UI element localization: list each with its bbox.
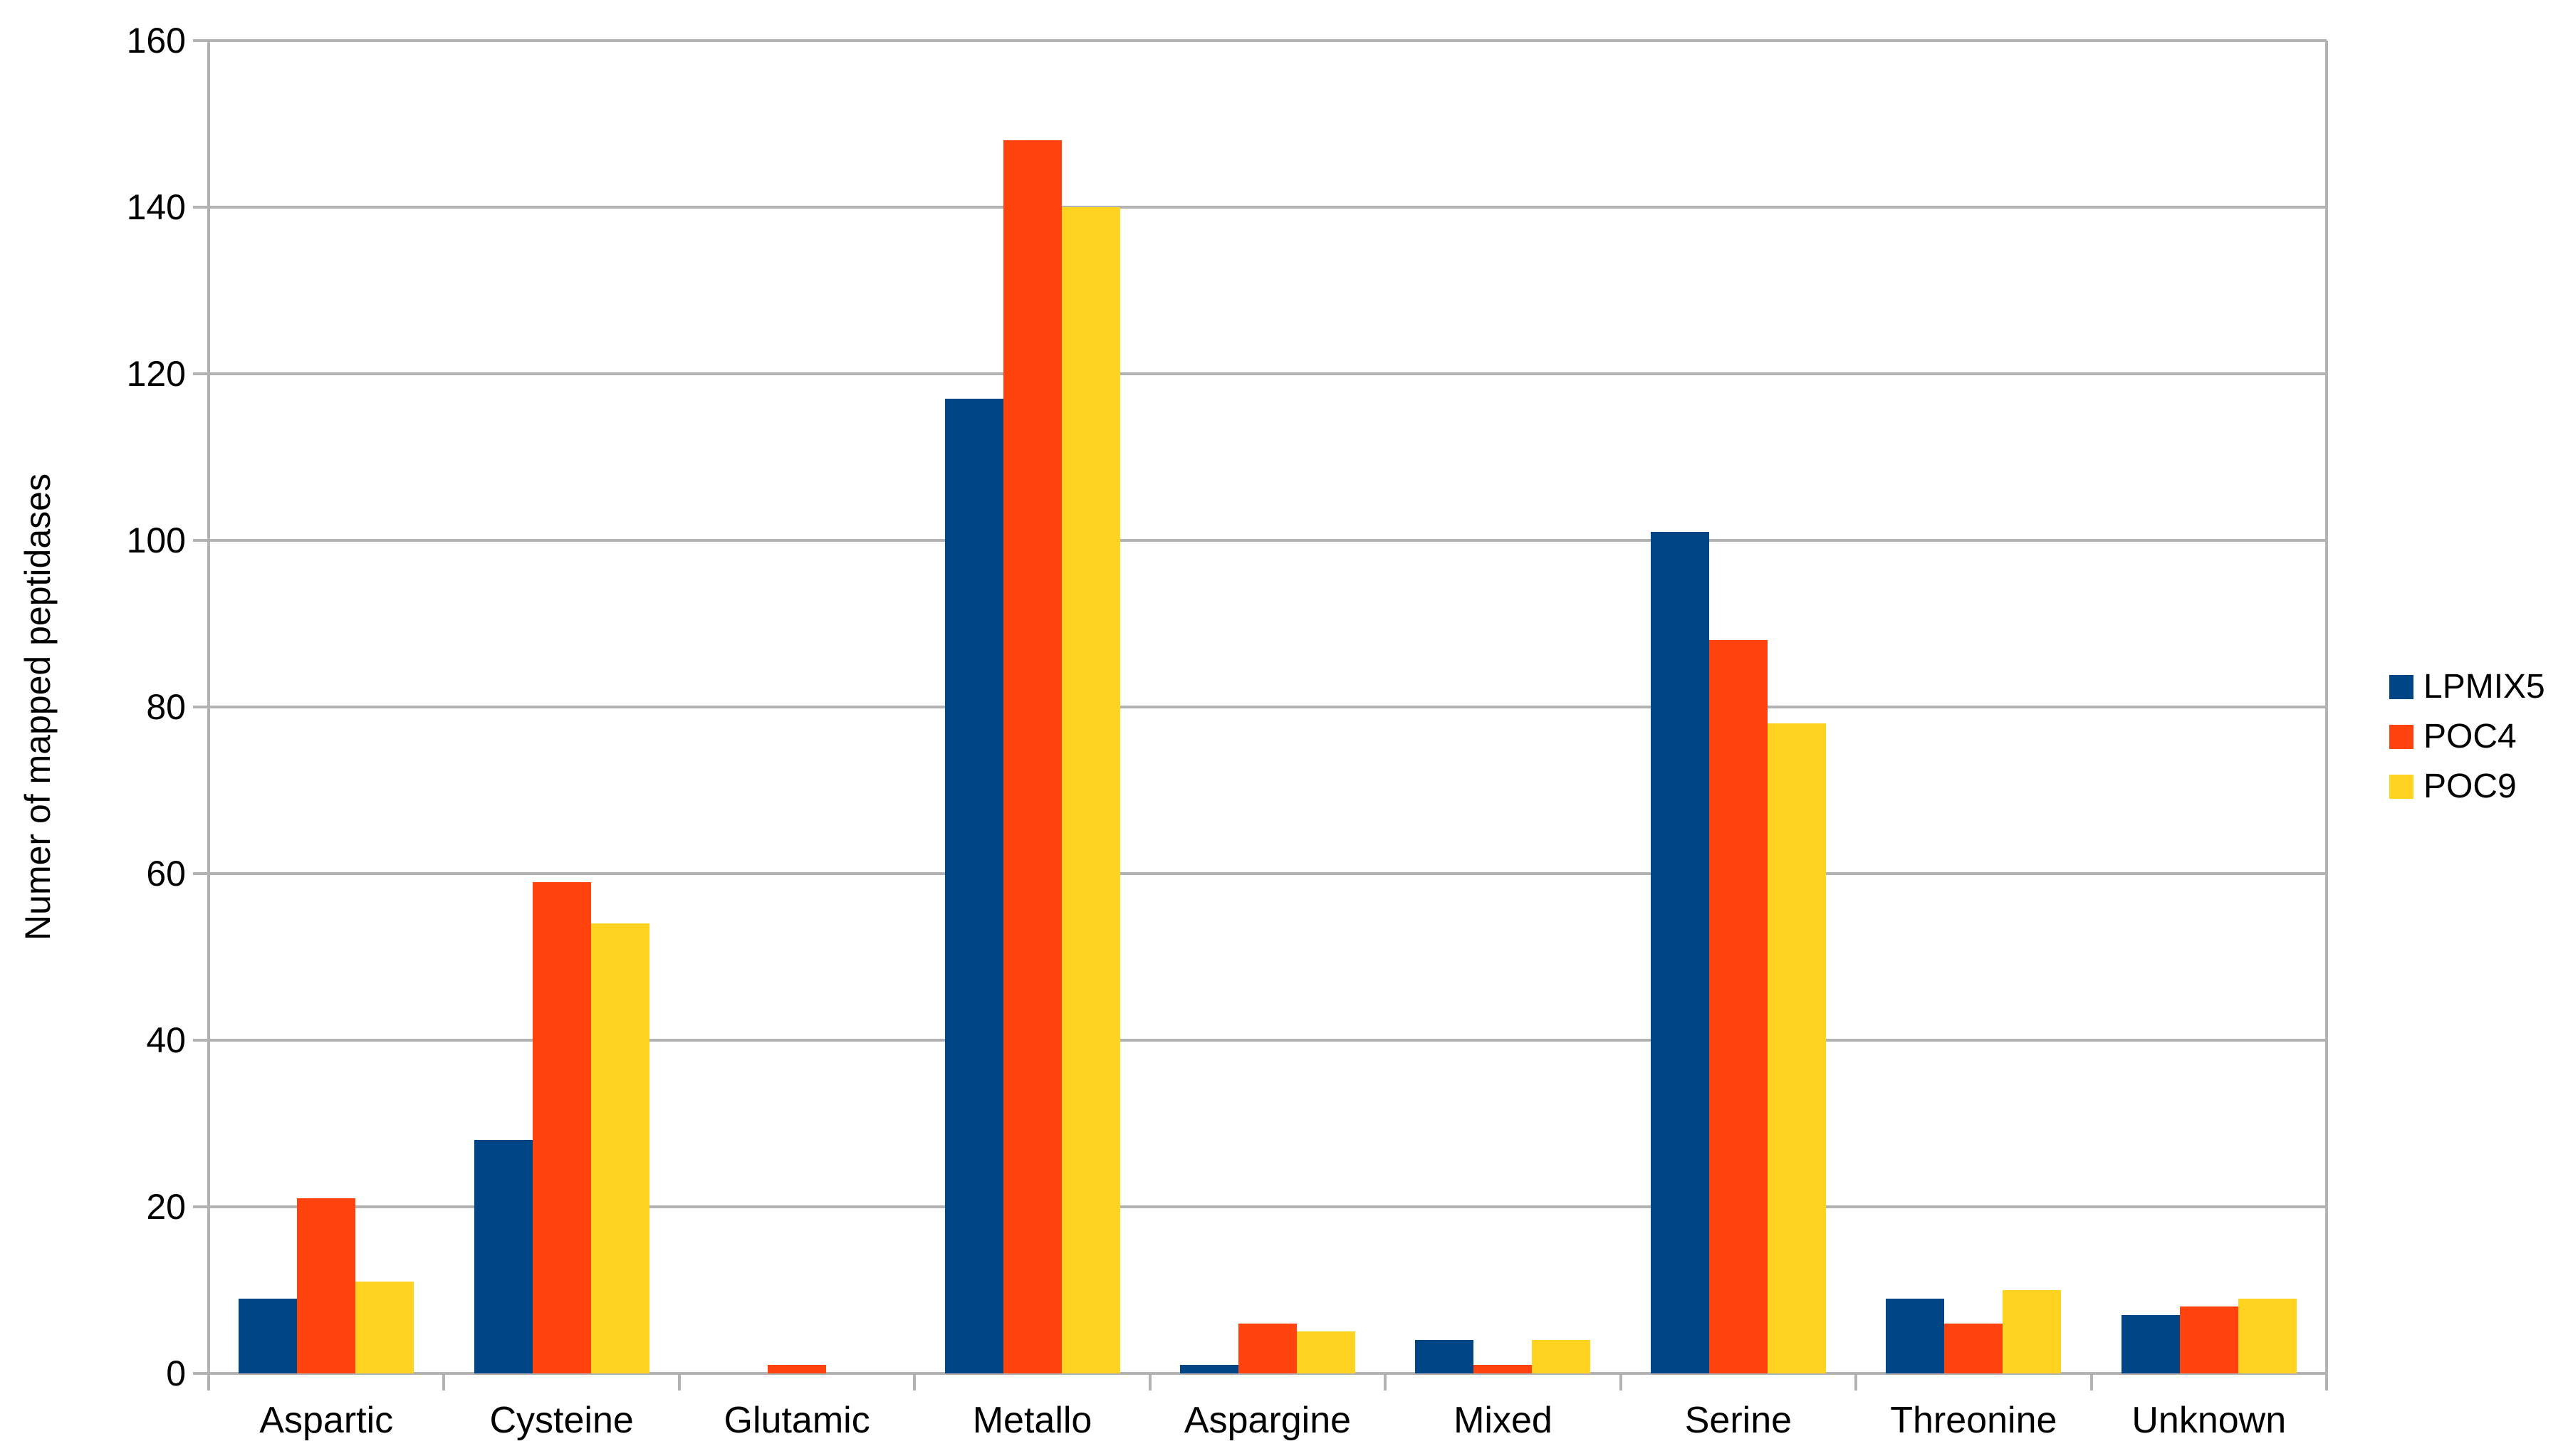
bar-lpmix5-threonine — [1886, 1299, 1944, 1373]
gridline-y-160 — [209, 39, 2327, 42]
y-tick-label-0: 0 — [166, 1353, 186, 1393]
y-tick-label-20: 20 — [146, 1187, 186, 1227]
y-tick-label-60: 60 — [146, 854, 186, 894]
y-axis-tick-40 — [193, 1039, 209, 1042]
legend-row-lpmix5: LPMIX5 — [2389, 662, 2545, 712]
gridline-y-20 — [209, 1205, 2327, 1208]
bar-poc4-cysteine — [533, 882, 591, 1373]
x-category-label-mixed: Mixed — [1453, 1400, 1552, 1441]
y-axis-tick-140 — [193, 206, 209, 209]
bar-poc4-metallo — [1003, 140, 1062, 1373]
x-category-label-serine: Serine — [1684, 1400, 1792, 1441]
gridline-y-40 — [209, 1039, 2327, 1042]
plot-right-border — [2325, 41, 2328, 1390]
legend: LPMIX5 POC4 POC9 — [2389, 662, 2545, 812]
x-axis-tick-6 — [1619, 1373, 1622, 1390]
bar-poc9-aspartic — [355, 1282, 414, 1373]
bar-poc9-aspargine — [1297, 1331, 1355, 1373]
gridline-y-120 — [209, 372, 2327, 375]
bar-lpmix5-serine — [1651, 532, 1709, 1373]
x-axis-tick-8 — [2089, 1373, 2093, 1390]
bar-poc4-serine — [1709, 640, 1768, 1373]
y-axis-tick-0 — [193, 1372, 209, 1375]
y-axis-tick-160 — [193, 39, 209, 42]
x-category-label-threonine: Threonine — [1890, 1400, 2057, 1441]
y-tick-label-40: 40 — [146, 1020, 186, 1060]
legend-label-poc9: POC9 — [2423, 768, 2517, 805]
y-tick-label-80: 80 — [146, 687, 186, 727]
gridline-y-80 — [209, 706, 2327, 708]
bar-lpmix5-unknown — [2121, 1315, 2180, 1373]
bar-lpmix5-metallo — [945, 399, 1003, 1373]
bar-poc4-glutamic — [768, 1365, 826, 1373]
y-tick-label-160: 160 — [126, 21, 186, 61]
legend-label-lpmix5: LPMIX5 — [2423, 668, 2545, 706]
x-category-label-cysteine: Cysteine — [489, 1400, 634, 1441]
bar-poc4-aspargine — [1238, 1324, 1297, 1373]
x-category-label-aspartic: Aspartic — [259, 1400, 394, 1441]
bar-poc4-aspartic — [297, 1198, 355, 1373]
x-category-label-glutamic: Glutamic — [724, 1400, 870, 1441]
y-axis-tick-20 — [193, 1205, 209, 1208]
gridline-y-60 — [209, 872, 2327, 875]
x-axis-tick-3 — [913, 1373, 917, 1390]
x-axis-tick-1 — [442, 1373, 446, 1390]
y-axis-tick-60 — [193, 872, 209, 875]
y-tick-label-120: 120 — [126, 354, 186, 394]
x-category-label-aspargine: Aspargine — [1184, 1400, 1352, 1441]
y-axis-tick-80 — [193, 706, 209, 708]
bar-lpmix5-aspargine — [1180, 1365, 1238, 1373]
bar-poc9-unknown — [2238, 1299, 2297, 1373]
bar-poc9-metallo — [1062, 207, 1120, 1373]
gridline-y-0 — [209, 1372, 2327, 1375]
legend-label-poc4: POC4 — [2423, 718, 2517, 755]
y-axis-tick-100 — [193, 539, 209, 542]
bar-poc9-serine — [1768, 723, 1826, 1373]
y-tick-label-100: 100 — [126, 520, 186, 560]
x-axis-tick-4 — [1148, 1373, 1152, 1390]
legend-swatch-lpmix5 — [2389, 675, 2413, 699]
gridline-y-140 — [209, 206, 2327, 209]
gridline-y-100 — [209, 539, 2327, 542]
bar-poc4-unknown — [2180, 1306, 2238, 1373]
legend-swatch-poc9 — [2389, 775, 2413, 799]
bar-lpmix5-aspartic — [239, 1299, 297, 1373]
bar-poc9-threonine — [2003, 1290, 2061, 1373]
bar-poc4-mixed — [1473, 1365, 1532, 1373]
y-axis-line — [207, 41, 210, 1390]
x-category-label-metallo: Metallo — [972, 1400, 1092, 1441]
x-axis-tick-2 — [677, 1373, 681, 1390]
x-axis-tick-7 — [1854, 1373, 1858, 1390]
x-category-label-unknown: Unknown — [2131, 1400, 2287, 1441]
bar-lpmix5-mixed — [1415, 1340, 1473, 1373]
legend-swatch-poc4 — [2389, 725, 2413, 749]
x-axis-tick-5 — [1384, 1373, 1387, 1390]
bar-poc9-mixed — [1532, 1340, 1590, 1373]
y-axis-tick-120 — [193, 372, 209, 375]
legend-row-poc9: POC9 — [2389, 762, 2545, 812]
bar-poc9-cysteine — [591, 923, 649, 1373]
bar-poc4-threonine — [1944, 1324, 2003, 1373]
y-tick-label-140: 140 — [126, 187, 186, 227]
bar-lpmix5-cysteine — [474, 1140, 533, 1373]
legend-row-poc4: POC4 — [2389, 712, 2545, 762]
